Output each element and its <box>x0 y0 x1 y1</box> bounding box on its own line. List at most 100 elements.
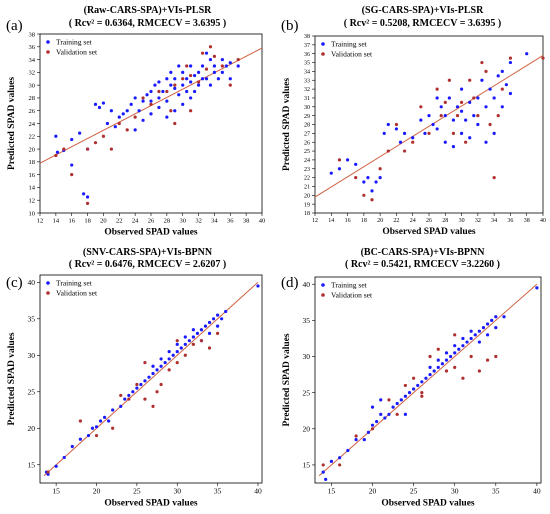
x-tick-label: 34 <box>491 218 497 224</box>
panel-letter: (d) <box>281 275 299 291</box>
training-point <box>439 105 443 109</box>
validation-point <box>488 122 492 127</box>
training-point <box>193 89 197 94</box>
training-point <box>428 372 432 377</box>
validation-point <box>378 167 382 171</box>
training-point <box>443 140 447 144</box>
training-point <box>62 455 66 460</box>
validation-point <box>70 173 74 177</box>
training-point <box>485 333 490 337</box>
training-point <box>177 93 181 97</box>
panel-b: (b) (SG-CARS-SPA)+VIs-PLSR ( Rcv² = 0.52… <box>275 0 550 257</box>
validation-point <box>435 87 439 91</box>
training-point <box>111 408 115 412</box>
training-point <box>139 382 143 387</box>
training-point <box>224 309 228 314</box>
y-tick-label: 24 <box>304 158 310 164</box>
training-point <box>181 83 185 87</box>
training-point <box>195 331 200 335</box>
training-point <box>444 351 449 355</box>
training-point <box>490 318 494 322</box>
validation-point <box>173 121 177 126</box>
legend-label-training: Training set <box>331 40 368 49</box>
training-point <box>484 140 488 144</box>
validation-point <box>485 358 490 362</box>
legend-marker-training <box>46 40 50 44</box>
training-point <box>208 83 213 87</box>
training-point <box>145 93 149 97</box>
validation-point <box>216 331 220 335</box>
training-point <box>477 340 481 344</box>
y-tick-label: 18 <box>304 211 310 217</box>
x-tick-label: 38 <box>524 218 530 224</box>
scatter-plot: 15 20 25 30 35 40 15 20 25 30 35 40 Training setVali… <box>282 276 542 509</box>
y-tick-label: 34 <box>304 70 310 76</box>
validation-point <box>236 57 240 62</box>
fit-line <box>43 281 259 477</box>
training-point <box>216 324 220 328</box>
training-point <box>391 405 395 409</box>
validation-point <box>541 56 545 60</box>
x-tick-label: 35 <box>214 487 222 496</box>
validation-point <box>412 376 416 380</box>
training-point <box>94 425 99 429</box>
training-point <box>70 163 74 167</box>
validation-point <box>143 360 147 365</box>
training-point <box>179 346 183 350</box>
training-point <box>435 96 439 100</box>
y-tick-label: 31 <box>304 96 310 102</box>
training-point <box>453 344 457 348</box>
training-point <box>440 362 444 366</box>
training-point <box>151 364 155 368</box>
training-point <box>476 96 480 100</box>
x-tick-label: 34 <box>211 218 218 225</box>
panel-c: (c) (SNV-CARS-SPA)+VIs-BPNN ( Rcv² = 0.6… <box>0 247 275 514</box>
training-point <box>424 376 428 380</box>
x-tick-label: 18 <box>84 218 91 225</box>
x-tick-label: 15 <box>52 487 60 496</box>
y-tick-label: 34 <box>29 57 36 64</box>
training-point <box>189 80 193 84</box>
training-point <box>131 390 135 394</box>
training-point <box>399 398 403 402</box>
y-tick-label: 22 <box>29 134 36 141</box>
validation-point <box>436 347 440 351</box>
y-tick-label: 38 <box>304 34 310 40</box>
validation-point <box>428 354 432 359</box>
x-tick-label: 22 <box>393 218 399 224</box>
training-point <box>207 331 212 335</box>
training-point <box>78 131 82 135</box>
legend-marker-validation <box>321 52 325 56</box>
training-point <box>147 375 151 379</box>
scatter-plot: 15 20 25 30 35 40 15 20 25 30 35 40 Training setVali… <box>7 274 263 509</box>
validation-point <box>453 365 457 369</box>
training-point <box>484 105 488 109</box>
training-point <box>149 89 153 94</box>
plot-frame <box>314 35 544 214</box>
training-point <box>199 328 204 332</box>
y-tick-label: 20 <box>304 193 310 199</box>
fit-line <box>314 55 544 198</box>
training-point <box>220 317 224 321</box>
training-point <box>346 448 350 453</box>
training-point <box>370 189 374 193</box>
y-tick-label: 22 <box>304 176 310 182</box>
legend-label-validation: Validation set <box>56 289 98 298</box>
training-point <box>465 340 469 344</box>
x-tick-label: 16 <box>345 218 351 224</box>
validation-point <box>420 394 424 398</box>
training-point <box>54 464 58 468</box>
training-point <box>196 83 201 87</box>
training-point <box>387 412 391 416</box>
training-point <box>480 78 484 82</box>
training-point <box>329 459 334 463</box>
y-tick-label: 21 <box>304 185 310 191</box>
x-tick-label: 25 <box>410 487 418 496</box>
training-point <box>82 192 86 196</box>
training-point <box>159 364 163 368</box>
validation-point <box>109 147 113 151</box>
training-point <box>449 354 453 359</box>
y-tick-label: 27 <box>304 131 310 137</box>
training-point <box>345 158 350 162</box>
x-tick-label: 30 <box>173 487 181 496</box>
